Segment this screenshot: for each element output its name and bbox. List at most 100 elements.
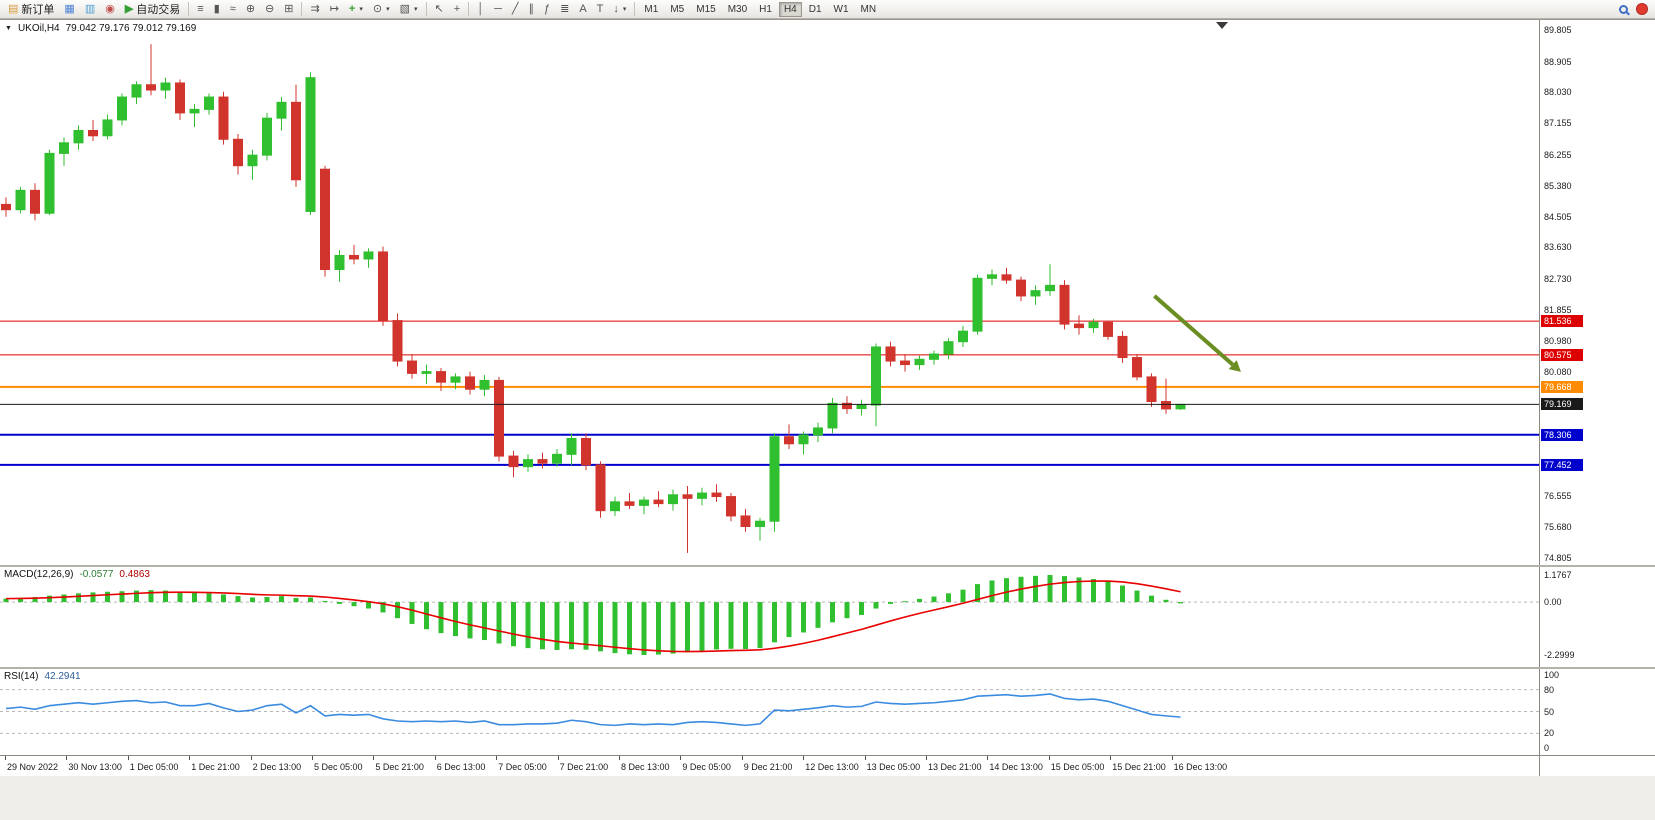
time-tick bbox=[1110, 756, 1112, 760]
toolbar-separator bbox=[468, 2, 470, 16]
macd-histogram bbox=[3, 575, 1183, 656]
chart-shift-marker[interactable] bbox=[1216, 22, 1228, 29]
new-order-button[interactable]: ▤ 新订单 bbox=[3, 1, 59, 18]
cursor-tool-button[interactable]: ↖ bbox=[430, 1, 449, 18]
chevron-down-icon: ▾ bbox=[414, 6, 418, 13]
time-axis-label: 8 Dec 13:00 bbox=[621, 762, 670, 772]
price-axis-label: 84.505 bbox=[1544, 211, 1572, 222]
trendline-icon: ╱ bbox=[511, 2, 519, 15]
time-tick bbox=[312, 756, 313, 760]
rsi-plot[interactable]: RSI(14) 42.2941 bbox=[0, 669, 1539, 755]
zoom-out-button[interactable]: ⊖ bbox=[260, 1, 279, 18]
tile-windows-button[interactable]: ⊞ bbox=[279, 1, 298, 18]
time-axis-bar: 29 Nov 2022 30 Nov 13:00 1 Dec 05:00 1 Dec … bbox=[0, 756, 1655, 776]
price-plot[interactable]: ▼ UKOil,H4 79.042 79.176 79.012 79.169 bbox=[0, 20, 1539, 565]
symbol-dropdown-icon[interactable]: ▼ bbox=[5, 25, 12, 32]
tf-button-d1[interactable]: D1 bbox=[808, 3, 822, 15]
price-axis-label: 74.805 bbox=[1544, 553, 1572, 563]
chart-window-button[interactable]: ▦ bbox=[59, 1, 79, 18]
text-label-icon: T bbox=[596, 2, 604, 15]
cycle-lines-icon: ≣ bbox=[560, 2, 570, 15]
text-tool-button[interactable]: A bbox=[574, 1, 591, 18]
cycle-lines-button[interactable]: ≣ bbox=[555, 1, 574, 18]
arrows-tool-button[interactable]: ↓ ▾ bbox=[608, 1, 631, 18]
time-axis-label: 7 Dec 05:00 bbox=[498, 762, 547, 772]
time-axis-label: 1 Dec 05:00 bbox=[129, 762, 179, 772]
time-axis[interactable]: 29 Nov 2022 30 Nov 13:00 1 Dec 05:00 1 Dec … bbox=[0, 756, 1539, 776]
trendline-button[interactable]: ╱ bbox=[507, 1, 524, 18]
alerts-icon: ◉ bbox=[105, 2, 115, 15]
chevron-down-icon: ▾ bbox=[359, 6, 363, 13]
time-axis-label: 29 Nov 2022 bbox=[7, 762, 59, 772]
line-chart-button[interactable]: ≈ bbox=[225, 1, 241, 18]
text-label-button[interactable]: T bbox=[592, 1, 609, 18]
template-button[interactable]: ▧ ▾ bbox=[395, 1, 423, 18]
add-indicator-button[interactable]: + ▾ bbox=[344, 1, 368, 18]
autotrade-button[interactable]: ▶ 自动交易 bbox=[120, 1, 185, 18]
crosshair-tool-button[interactable]: + bbox=[449, 1, 465, 18]
time-axis-label: 13 Dec 21:00 bbox=[928, 762, 982, 772]
line-chart-icon: ≈ bbox=[229, 2, 236, 15]
alerts-button[interactable]: ◉ bbox=[100, 1, 120, 18]
search-icon[interactable] bbox=[1619, 4, 1628, 14]
tf-button-w1[interactable]: W1 bbox=[833, 3, 849, 15]
channel-button[interactable]: ∥ bbox=[523, 1, 539, 18]
toolbar-right-group bbox=[1619, 3, 1652, 15]
zoom-in-button[interactable]: ⊕ bbox=[241, 1, 260, 18]
price-axis: 89.805 88.905 88.030 87.155 86.255 85.380 84.5… bbox=[1539, 20, 1655, 565]
chart-window-icon: ▦ bbox=[64, 2, 75, 15]
market-depth-icon: ▥ bbox=[84, 2, 96, 15]
time-tick bbox=[864, 756, 866, 760]
zoom-in-icon: ⊕ bbox=[245, 2, 256, 15]
notification-icon[interactable] bbox=[1636, 3, 1648, 15]
time-tick bbox=[1171, 756, 1173, 760]
candlestick-button[interactable]: ▮ bbox=[209, 1, 225, 18]
auto-scroll-button[interactable]: ⇉ bbox=[305, 1, 324, 18]
tile-windows-icon: ⊞ bbox=[284, 2, 294, 15]
vertical-line-button[interactable]: │ bbox=[472, 1, 489, 18]
market-depth-button[interactable]: ▥ bbox=[80, 1, 100, 18]
chart-title: ▼ UKOil,H4 79.042 79.176 79.012 79.169 bbox=[5, 23, 196, 34]
rsi-axis-label: 100 bbox=[1544, 670, 1560, 680]
bar-chart-button[interactable]: ≡ bbox=[192, 1, 208, 18]
tf-button-m5[interactable]: M5 bbox=[670, 3, 685, 15]
level-price-tag: 81.536 bbox=[1541, 315, 1583, 328]
horizontal-line-button[interactable]: ─ bbox=[489, 1, 507, 18]
period-selector-button[interactable]: ⊙ ▾ bbox=[368, 1, 395, 18]
price-axis-label: 80.080 bbox=[1544, 367, 1572, 378]
candles bbox=[1, 44, 1186, 553]
macd-axis-label: -2.2999 bbox=[1544, 650, 1575, 660]
autotrade-label: 自动交易 bbox=[136, 4, 181, 16]
time-tick bbox=[127, 756, 129, 760]
fibonacci-icon: ƒ bbox=[543, 2, 551, 15]
tf-button-m1[interactable]: M1 bbox=[644, 3, 659, 15]
horizontal-line-icon: ─ bbox=[494, 2, 502, 15]
chart-shift-button[interactable]: ↦ bbox=[325, 1, 344, 18]
price-axis-label: 88.905 bbox=[1544, 56, 1572, 67]
price-chart-canvas[interactable] bbox=[0, 20, 1539, 565]
tf-button-h1[interactable]: H1 bbox=[759, 3, 772, 15]
price-axis-label: 81.855 bbox=[1544, 304, 1572, 315]
macd-panel: MACD(12,26,9) -0.0577 0.4863 1.1767 0.00 -… bbox=[0, 567, 1655, 669]
fibonacci-button[interactable]: ƒ bbox=[539, 1, 555, 18]
price-axis-label: 82.730 bbox=[1544, 274, 1572, 285]
macd-plot[interactable]: MACD(12,26,9) -0.0577 0.4863 bbox=[0, 567, 1539, 667]
trend-arrow-annotation[interactable] bbox=[1153, 294, 1241, 372]
price-axis-label: 89.805 bbox=[1544, 25, 1572, 35]
tf-button-h4[interactable]: H4 bbox=[778, 1, 802, 17]
tf-button-m30[interactable]: M30 bbox=[727, 3, 748, 15]
time-axis-label: 16 Dec 13:00 bbox=[1173, 762, 1228, 772]
time-tick bbox=[741, 756, 743, 760]
tf-button-mn[interactable]: MN bbox=[860, 3, 877, 15]
time-axis-label: 2 Dec 13:00 bbox=[252, 762, 302, 772]
symbol-period-label: UKOil,H4 bbox=[17, 23, 60, 34]
time-tick bbox=[619, 756, 620, 760]
rsi-canvas[interactable] bbox=[0, 669, 1539, 755]
vertical-line-icon: │ bbox=[477, 2, 485, 15]
time-tick bbox=[5, 756, 6, 760]
chart-window: ▼ UKOil,H4 79.042 79.176 79.012 79.169 8… bbox=[0, 19, 1655, 820]
price-axis-label: 83.630 bbox=[1544, 242, 1572, 253]
tf-button-m15[interactable]: M15 bbox=[696, 3, 716, 15]
macd-canvas[interactable] bbox=[0, 567, 1539, 667]
